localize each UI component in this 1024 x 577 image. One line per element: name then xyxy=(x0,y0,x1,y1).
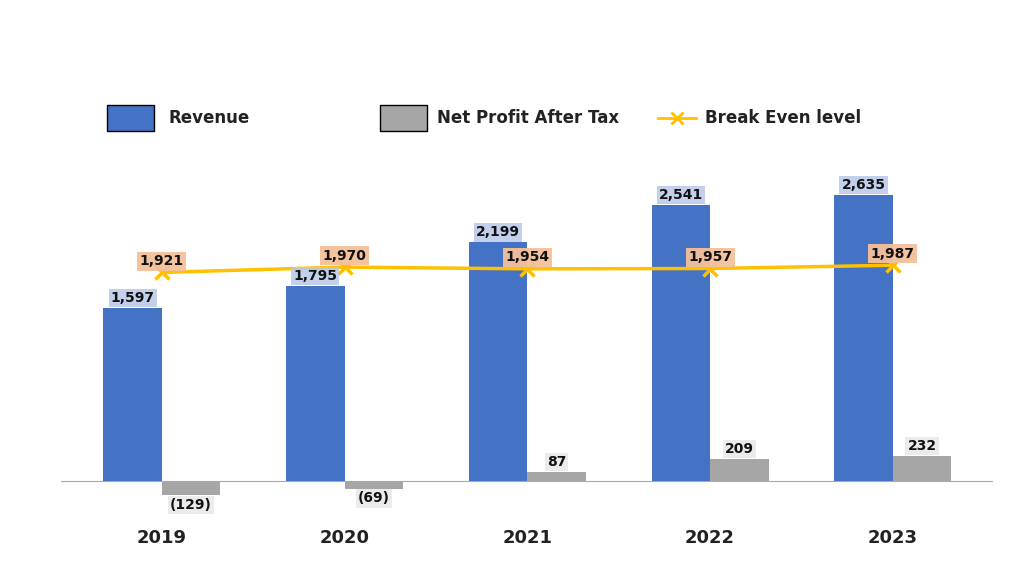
Bar xyxy=(710,459,769,481)
Text: 209: 209 xyxy=(725,442,754,456)
Bar xyxy=(651,205,710,481)
Text: 1,987: 1,987 xyxy=(870,247,914,261)
Bar xyxy=(527,472,586,481)
Text: 87: 87 xyxy=(547,455,566,469)
Text: Break Even level: Break Even level xyxy=(706,109,861,128)
Bar xyxy=(469,242,527,481)
Text: 2,635: 2,635 xyxy=(842,178,886,192)
Text: Net Profit After Tax: Net Profit After Tax xyxy=(436,109,618,128)
FancyBboxPatch shape xyxy=(380,106,427,132)
Text: Break Even Chart ($'000): Break Even Chart ($'000) xyxy=(345,54,679,78)
Text: (129): (129) xyxy=(170,498,212,512)
Text: 2,199: 2,199 xyxy=(476,226,520,239)
Text: 2,541: 2,541 xyxy=(658,188,702,203)
Text: 1,954: 1,954 xyxy=(505,250,550,264)
FancyBboxPatch shape xyxy=(106,106,154,132)
Text: 232: 232 xyxy=(907,439,937,454)
Bar xyxy=(103,308,162,481)
Text: Revenue: Revenue xyxy=(168,109,250,128)
Text: 1,597: 1,597 xyxy=(111,291,155,305)
Bar xyxy=(162,481,220,495)
Text: 1,970: 1,970 xyxy=(323,249,367,263)
Bar xyxy=(893,456,951,481)
Bar xyxy=(835,195,893,481)
Text: (69): (69) xyxy=(357,492,390,505)
Text: 1,921: 1,921 xyxy=(140,254,184,268)
Bar xyxy=(345,481,403,489)
Bar xyxy=(286,286,345,481)
Text: 1,795: 1,795 xyxy=(294,269,338,283)
Text: 1,957: 1,957 xyxy=(688,250,732,264)
